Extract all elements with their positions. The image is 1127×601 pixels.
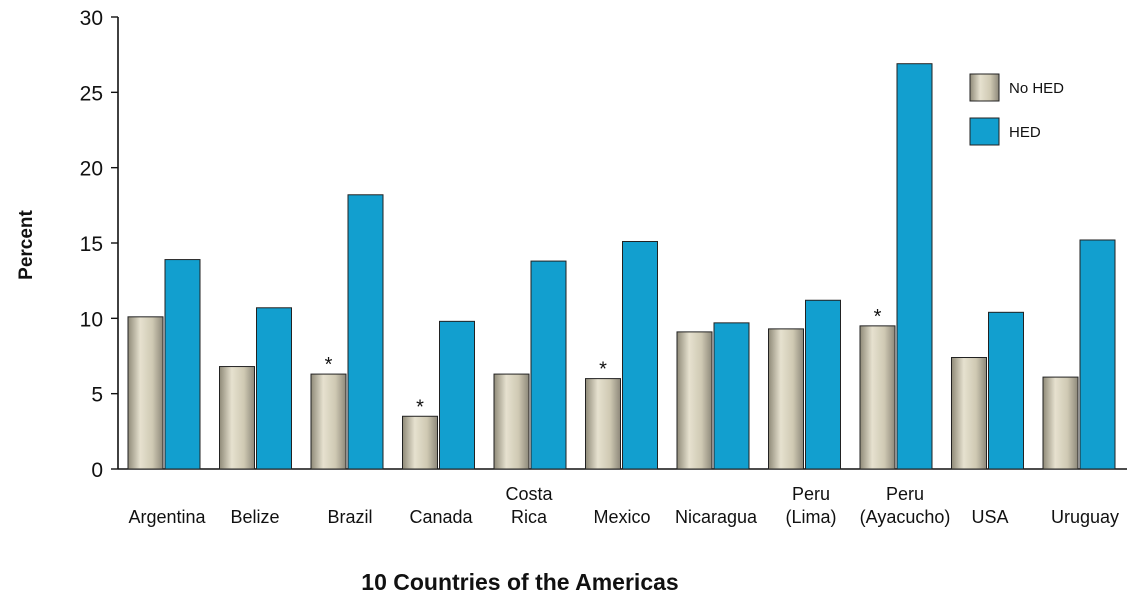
- significance-asterisk: *: [416, 396, 424, 418]
- bar-no-hed: [127, 316, 164, 470]
- legend-swatch: [969, 73, 1000, 102]
- significance-asterisk: *: [599, 359, 607, 381]
- category-label: (Lima): [785, 507, 836, 527]
- category-label: Canada: [409, 507, 473, 527]
- category-label: Uruguay: [1051, 507, 1119, 527]
- bar-hed: [347, 194, 384, 470]
- category-labels: Argentina Belize Brazil Canada Costa Rica Mexi…: [128, 484, 1119, 527]
- bar-no-hed: [310, 373, 347, 470]
- bar-hed: [530, 260, 567, 470]
- category-label: Argentina: [128, 507, 206, 527]
- significance-asterisk: *: [325, 354, 333, 376]
- category-label: Costa: [505, 484, 553, 504]
- bar-no-hed: [1042, 376, 1079, 470]
- y-tick-label: 10: [80, 308, 103, 331]
- y-tick-label: 20: [80, 158, 103, 181]
- bar-no-hed: [676, 331, 713, 470]
- bar-no-hed: [585, 378, 621, 470]
- bars: [127, 63, 1116, 470]
- bar-hed: [1079, 239, 1116, 470]
- category-label: Belize: [230, 507, 279, 527]
- bar-no-hed: [951, 357, 987, 470]
- legend-label: HED: [1009, 124, 1041, 141]
- category-label: Mexico: [593, 507, 650, 527]
- bar-hed: [988, 311, 1024, 470]
- bar-no-hed: [493, 373, 530, 470]
- category-label: Rica: [511, 507, 548, 527]
- annotations: * * * *: [325, 306, 882, 418]
- bar-hed: [439, 320, 475, 470]
- category-label: USA: [971, 507, 1008, 527]
- category-label: Brazil: [327, 507, 372, 527]
- y-tick-label: 0: [91, 459, 103, 482]
- y-tick-label: 15: [80, 233, 103, 256]
- category-label: (Ayacucho): [860, 507, 951, 527]
- legend: No HED HED: [969, 73, 1064, 146]
- bar-hed: [164, 259, 201, 470]
- bar-hed: [622, 240, 658, 470]
- bar-hed: [713, 322, 750, 470]
- x-axis-title: 10 Countries of the Americas: [361, 569, 678, 595]
- bar-no-hed: [402, 415, 438, 470]
- category-label: Peru: [886, 484, 924, 504]
- bar-hed: [896, 63, 933, 470]
- bar-hed: [256, 307, 292, 470]
- significance-asterisk: *: [874, 306, 882, 328]
- bar-no-hed: [768, 328, 804, 470]
- bar-hed: [805, 299, 841, 470]
- bar-no-hed: [859, 325, 896, 470]
- y-tick-label: 5: [91, 384, 103, 407]
- y-axis-title: Percent: [16, 209, 37, 279]
- y-tick-label: 25: [80, 82, 103, 105]
- legend-swatch: [969, 117, 1000, 146]
- y-tick-label: 30: [80, 7, 103, 30]
- category-label: Nicaragua: [675, 507, 758, 527]
- legend-label: No HED: [1009, 80, 1064, 97]
- category-label: Peru: [792, 484, 830, 504]
- bar-no-hed: [219, 366, 255, 470]
